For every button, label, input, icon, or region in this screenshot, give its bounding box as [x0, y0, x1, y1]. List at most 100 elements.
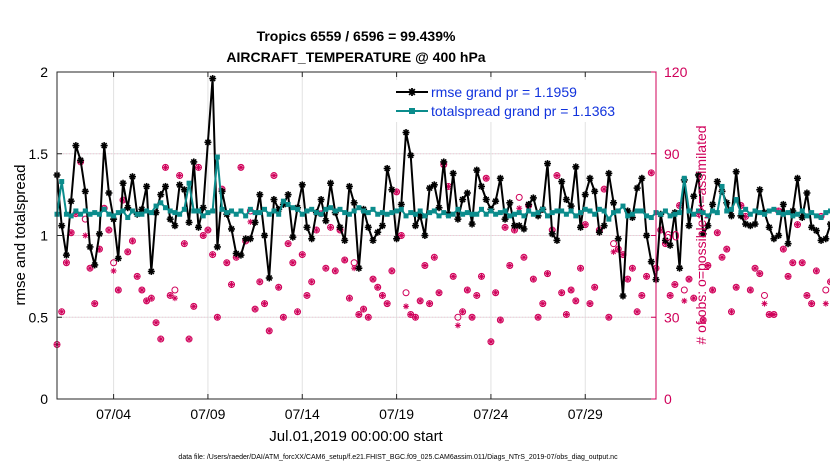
totalspread-point	[205, 210, 211, 216]
totalspread-point	[502, 208, 508, 214]
obs-assimilated-point	[709, 287, 716, 293]
obs-assimilated-point	[388, 267, 395, 274]
obs-assimilated-point	[506, 262, 513, 269]
totalspread-point	[167, 208, 173, 214]
totalspread-point	[818, 215, 824, 221]
obs-assimilated-point	[553, 172, 560, 179]
rmse-point	[190, 158, 198, 166]
chart-title-line2: AIRCRAFT_TEMPERATURE @ 400 hPa	[226, 49, 485, 65]
obs-assimilated-point	[497, 316, 504, 323]
totalspread-point	[705, 213, 711, 219]
obs-assimilated-point	[303, 292, 310, 299]
rmse-point	[411, 222, 419, 230]
obs-assimilated-point	[237, 164, 244, 171]
totalspread-point	[516, 210, 522, 216]
rmse-point	[157, 191, 165, 199]
totalspread-point	[59, 179, 65, 185]
totalspread-point	[535, 210, 541, 216]
totalspread-point	[828, 208, 830, 214]
legend-spread-marker	[409, 108, 415, 114]
series-layer	[53, 75, 830, 300]
obs-assimilated-point	[186, 336, 193, 343]
rmse-point	[614, 235, 622, 243]
rmse-point	[114, 254, 122, 262]
totalspread-point	[714, 210, 720, 216]
rmse-point	[492, 197, 500, 205]
rmse-point	[237, 251, 245, 259]
totalspread-point	[101, 206, 107, 212]
obs-assimilated-point	[351, 265, 358, 272]
rmse-point	[520, 225, 528, 233]
obs-assimilated-point	[426, 300, 433, 307]
totalspread-point	[346, 211, 352, 217]
rmse-point	[709, 200, 717, 208]
rmse-point	[426, 184, 434, 192]
rmse-point	[204, 138, 212, 146]
obs-assimilated-point	[431, 254, 438, 261]
totalspread-point	[271, 208, 277, 214]
totalspread-point	[210, 208, 216, 214]
obs-assimilated-point	[610, 248, 617, 255]
x-tick-label: 07/29	[568, 406, 603, 422]
rmse-point	[91, 261, 99, 269]
right-axis-label: # of obs: o=possible; ×=assimilated	[693, 125, 709, 344]
rmse-point	[496, 174, 504, 182]
rmse-point	[421, 232, 429, 239]
totalspread-point	[615, 208, 621, 214]
obs-assimilated-point	[252, 306, 259, 313]
totalspread-point	[375, 211, 381, 217]
obs-assimilated-point	[313, 227, 320, 234]
obs-assimilated-point	[785, 273, 792, 280]
totalspread-point	[686, 208, 692, 214]
totalspread-point	[224, 210, 230, 216]
rmse-point	[350, 199, 358, 207]
rmse-point	[544, 160, 552, 168]
rmse-point	[775, 232, 783, 239]
totalspread-point	[766, 208, 772, 214]
obs-possible-point	[760, 291, 768, 299]
rmse-point	[336, 223, 344, 231]
totalspread-point	[63, 211, 69, 217]
totalspread-point	[478, 206, 484, 212]
obs-assimilated-point	[266, 327, 273, 334]
totalspread-point	[493, 211, 499, 217]
totalspread-point	[342, 210, 348, 216]
totalspread-point	[540, 206, 546, 212]
rmse-point	[463, 189, 471, 197]
totalspread-point	[120, 208, 126, 214]
totalspread-point	[512, 211, 518, 217]
rmse-point	[72, 142, 80, 150]
totalspread-point	[823, 210, 829, 216]
rmse-point	[147, 267, 155, 275]
rmse-point	[567, 202, 575, 210]
obs-assimilated-point	[803, 292, 810, 299]
totalspread-point	[747, 211, 753, 217]
rmse-point	[374, 228, 382, 236]
totalspread-point	[681, 175, 687, 181]
rmse-point	[605, 169, 613, 177]
totalspread-point	[162, 205, 168, 211]
totalspread-point	[620, 203, 626, 209]
obs-assimilated-point	[346, 295, 353, 302]
totalspread-point	[611, 210, 617, 216]
obs-assimilated-point	[780, 246, 787, 253]
totalspread-point	[172, 210, 178, 216]
totalspread-point	[752, 208, 758, 214]
obs-possible-point	[610, 240, 618, 248]
rmse-point	[647, 258, 655, 266]
obs-assimilated-point	[436, 289, 443, 296]
totalspread-point	[280, 198, 286, 204]
right-tick-label: 90	[664, 146, 680, 162]
totalspread-point	[422, 213, 428, 219]
rmse-point	[468, 220, 476, 228]
totalspread-point	[318, 211, 324, 217]
totalspread-point	[309, 206, 315, 212]
totalspread-point	[794, 211, 800, 217]
obs-assimilated-point	[704, 262, 711, 269]
totalspread-point	[695, 208, 701, 214]
obs-assimilated-point	[487, 338, 494, 345]
y-axis-label: rmse and totalspread	[12, 165, 29, 306]
rmse-point	[784, 240, 792, 248]
obs-assimilated-point	[629, 265, 636, 272]
totalspread-point	[662, 208, 668, 214]
